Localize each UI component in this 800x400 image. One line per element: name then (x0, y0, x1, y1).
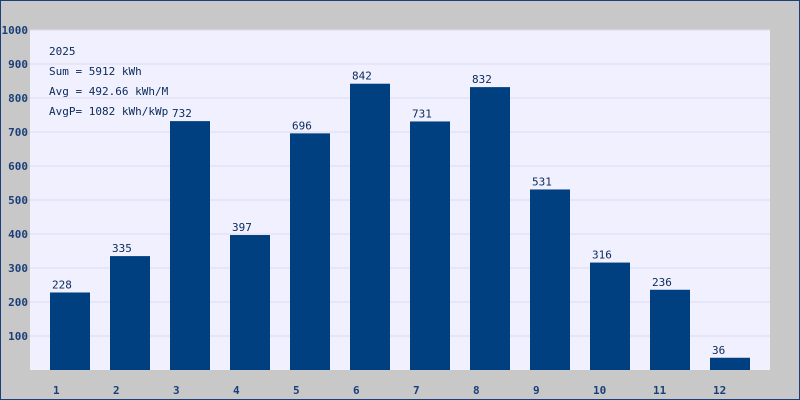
bar (290, 133, 330, 370)
annotation: Sum = 5912 kWh (49, 65, 142, 78)
bar (50, 292, 90, 370)
bar (590, 262, 630, 370)
value-label: 842 (352, 70, 372, 83)
annotation: Avg = 492.66 kWh/M (49, 85, 169, 98)
value-label: 236 (652, 276, 672, 289)
bar (170, 121, 210, 371)
bar (410, 121, 450, 371)
bar (230, 235, 270, 370)
value-label: 832 (472, 73, 492, 86)
x-tick-label: 9 (533, 384, 540, 397)
bar (470, 87, 510, 371)
y-tick-label: 500 (8, 194, 28, 207)
x-tick-label: 2 (113, 384, 120, 397)
y-tick-label: 300 (8, 262, 28, 275)
x-tick-label: 6 (353, 384, 360, 397)
y-tick-label: 100 (8, 330, 28, 343)
x-tick-label: 11 (653, 384, 667, 397)
bar (110, 256, 150, 370)
y-tick-label: 400 (8, 228, 28, 241)
bar (710, 357, 750, 370)
value-label: 335 (112, 242, 132, 255)
y-tick-label: 700 (8, 126, 28, 139)
value-label: 316 (592, 249, 612, 262)
y-tick-label: 800 (8, 92, 28, 105)
y-tick-label: 200 (8, 296, 28, 309)
y-tick-label: 600 (8, 160, 28, 173)
annotation: 2025 (49, 45, 76, 58)
x-tick-label: 10 (593, 384, 606, 397)
x-tick-label: 7 (413, 384, 420, 397)
x-tick-label: 1 (53, 384, 60, 397)
value-label: 228 (52, 278, 72, 291)
x-tick-label: 4 (233, 384, 240, 397)
x-tick-label: 12 (713, 384, 726, 397)
x-tick-label: 3 (173, 384, 180, 397)
value-label: 732 (172, 107, 192, 120)
bar (650, 289, 690, 370)
value-label: 696 (292, 119, 312, 132)
value-label: 36 (712, 344, 725, 357)
x-tick-label: 5 (293, 384, 300, 397)
value-label: 731 (412, 107, 432, 120)
y-tick-label: 1000 (2, 24, 29, 37)
value-label: 531 (532, 175, 552, 188)
annotation: AvgP= 1082 kWh/kWp (49, 105, 168, 118)
x-tick-label: 8 (473, 384, 480, 397)
bar (530, 189, 570, 370)
value-label: 397 (232, 221, 252, 234)
bar (350, 83, 390, 370)
y-tick-label: 900 (8, 58, 28, 71)
